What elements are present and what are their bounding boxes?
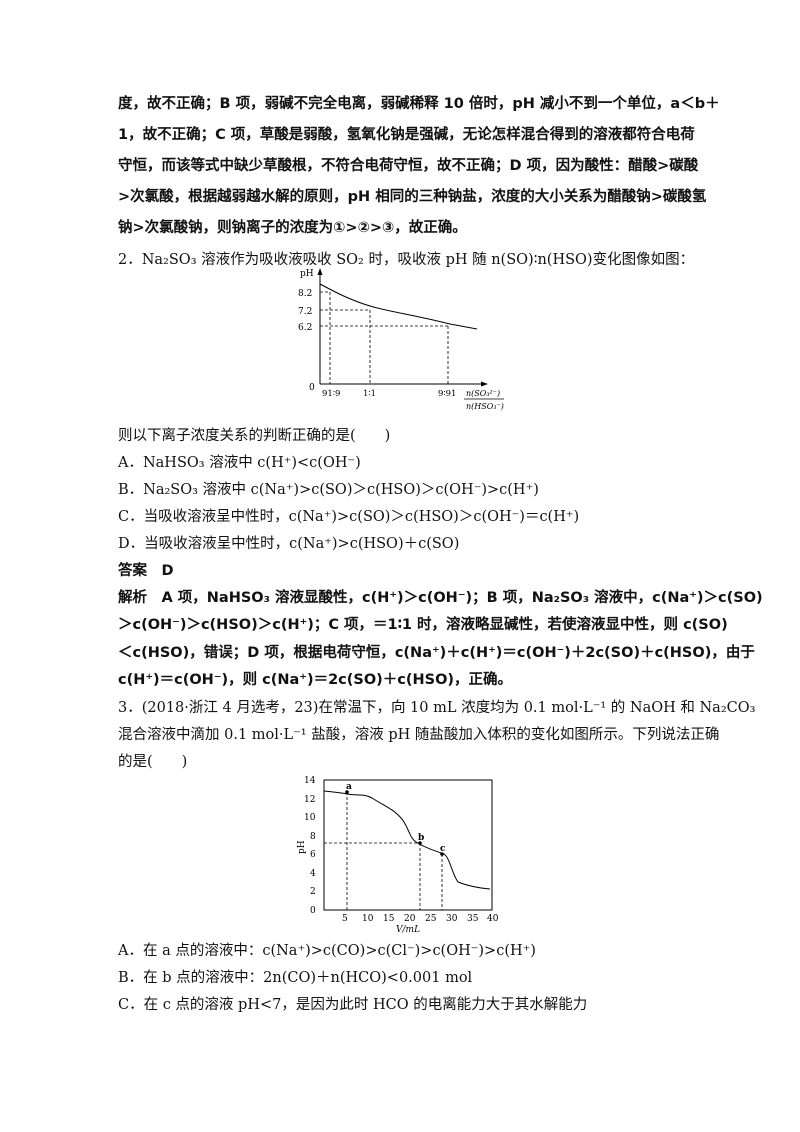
q3-option-c: C．在 c 点的溶液 pH<7，是因为此时 HCO 的电离能力大于其水解能力 (118, 997, 588, 1013)
chart2-xlabel: V/mL (396, 925, 420, 934)
chart2-ytick: 4 (310, 869, 316, 879)
chart2-xtick: 35 (467, 914, 479, 924)
q2-explanation-line1: 解析 A 项，NaHSO₃ 溶液显酸性，c(H⁺)＞c(OH⁻)；B 项，Na₂… (118, 590, 763, 606)
chart2-curve (323, 790, 491, 890)
chart-ph-vs-ratio: pH 0 8.2 7.2 6.2 91∶9 1∶1 9∶91 n(SO₃²⁻) … (298, 268, 504, 411)
q3-option-b: B．在 b 点的溶液中：2n(CO)＋n(HCO)<0.001 mol (118, 970, 473, 986)
chart2-xtick: 10 (362, 914, 374, 924)
chart2-point-a (345, 790, 349, 794)
q2-explanation-line4: c(H⁺)＝c(OH⁻)，则 c(Na⁺)＝2c(SO)＋c(HSO)，正确。 (118, 672, 513, 688)
q3-stem-line1: 3．(2018·浙江 4 月选考，23)在常温下，向 10 mL 浓度均为 0.… (118, 700, 756, 716)
para1-line5: 钠>次氯酸钠，则钠离子的浓度为①>②>③，故正确。 (118, 220, 467, 236)
q2-option-b: B．Na₂SO₃ 溶液中 c(Na⁺)>c(SO)＞c(HSO)＞c(OH⁻)>… (118, 482, 539, 498)
chart2-xtick: 5 (342, 914, 348, 924)
chart2-xtick: 30 (446, 914, 458, 924)
chart2-xtick: 25 (425, 914, 437, 924)
chart2-point-c (440, 852, 444, 856)
q3-option-a: A．在 a 点的溶液中：c(Na⁺)>c(CO)>c(Cl⁻)>c(OH⁻)>c… (118, 943, 536, 959)
chart1-xtick: 1∶1 (363, 389, 376, 399)
chart1-curve (319, 283, 478, 330)
chart1-ylabel: pH (300, 269, 314, 279)
chart2-ytick: 2 (310, 887, 316, 897)
chart2-ytick: 14 (304, 776, 316, 786)
q2-option-d: D．当吸收溶液呈中性时，c(Na⁺)>c(HSO)＋c(SO) (118, 536, 460, 552)
q2-option-c: C．当吸收溶液呈中性时，c(Na⁺)>c(SO)＞c(HSO)＞c(OH⁻)＝c… (118, 509, 580, 525)
q2-stem: 2．Na₂SO₃ 溶液作为吸收液吸收 SO₂ 时，吸收液 pH 随 n(SO)∶… (118, 252, 695, 268)
q2-option-a: A．NaHSO₃ 溶液中 c(H⁺)<c(OH⁻) (118, 455, 361, 471)
chart1-ytick: 6.2 (298, 323, 312, 333)
q2-ask: 则以下离子浓度关系的判断正确的是( ) (118, 428, 391, 444)
chart1-ytick: 7.2 (298, 307, 312, 317)
chart2-ytick: 6 (310, 850, 316, 860)
chart1-origin: 0 (309, 383, 315, 393)
chart2-ytick: 10 (304, 813, 316, 823)
chart2-xtick: 20 (404, 914, 416, 924)
chart1-xtick: 91∶9 (322, 389, 340, 399)
chart2-ytick: 12 (304, 795, 315, 805)
para1-line4: >次氯酸，根据越弱越水解的原则，pH 相同的三种钠盐，浓度的大小关系为醋酸钠>碳… (118, 189, 707, 205)
chart1-xlabel-numerator: n(SO₃²⁻) (466, 389, 500, 398)
para1-line2: 1，故不正确；C 项，草酸是弱酸，氢氧化钠是强碱，无论怎样混合得到的溶液都符合电… (118, 127, 695, 143)
q3-stem-line2: 混合溶液中滴加 0.1 mol·L⁻¹ 盐酸，溶液 pH 随盐酸加入体积的变化如… (118, 727, 720, 743)
chart2-point-b-label: b (418, 833, 424, 843)
para1-line1: 度，故不正确；B 项，弱碱不完全电离，弱碱稀释 10 倍时，pH 减小不到一个单… (118, 96, 720, 112)
chart1-xtick: 9∶91 (438, 389, 456, 399)
q3-stem-line3: 的是( ) (118, 754, 188, 770)
chart2-point-c-label: c (440, 844, 446, 854)
chart2-ytick: 8 (310, 832, 316, 842)
chart2-xtick: 40 (487, 914, 499, 924)
chart2-ytick: 0 (310, 906, 316, 916)
chart-ph-vs-volume: 14 12 10 8 6 4 2 0 pH 5 10 15 20 25 30 3… (297, 776, 499, 934)
q2-explanation-line2: ＞c(OH⁻)＞c(HSO)＞c(H⁺)；C 项，＝1∶1 时，溶液略显碱性，若… (118, 617, 728, 633)
chart1-xlabel-denominator: n(HSO₃⁻) (466, 402, 504, 411)
para1-line3: 守恒，而该等式中缺少草酸根，不符合电荷守恒，故不正确；D 项，因为酸性：醋酸>碳… (118, 158, 699, 174)
chart1-ytick: 8.2 (298, 289, 312, 299)
q2-explanation-line3: ＜c(HSO)，错误；D 项，根据电荷守恒，c(Na⁺)＋c(H⁺)＝c(OH⁻… (118, 645, 755, 661)
q2-answer: 答案 D (118, 563, 174, 579)
chart2-point-a-label: a (346, 782, 352, 792)
chart2-point-b (418, 841, 422, 845)
chart2-ylabel: pH (297, 840, 307, 854)
chart2-xtick: 15 (383, 914, 395, 924)
